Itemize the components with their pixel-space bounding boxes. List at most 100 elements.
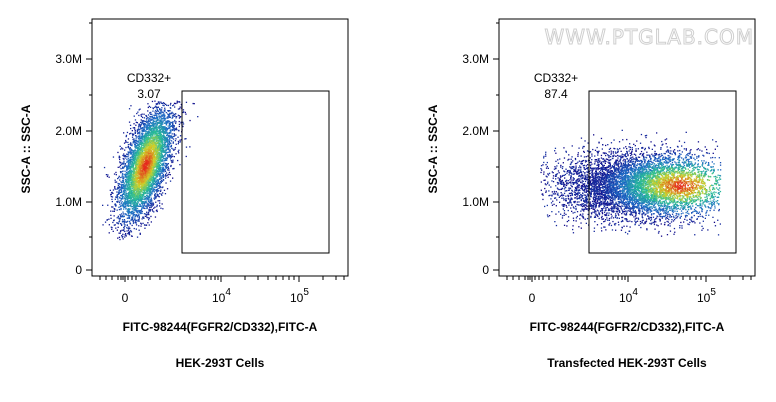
event-dot <box>139 190 141 192</box>
event-dot <box>153 124 155 126</box>
event-dot <box>148 185 151 187</box>
event-dot <box>127 200 130 202</box>
event-dot <box>169 138 171 140</box>
event-dot <box>127 172 129 174</box>
event-dot <box>136 210 138 212</box>
event-dot <box>162 186 164 188</box>
event-dot <box>156 125 158 127</box>
event-dot <box>139 192 141 194</box>
event-dot <box>119 145 121 147</box>
event-dot <box>146 206 148 208</box>
event-dot <box>136 193 139 195</box>
event-dot <box>168 147 170 149</box>
event-dot <box>126 166 128 168</box>
event-dot <box>122 180 125 182</box>
event-dot <box>144 143 146 145</box>
event-dot <box>155 151 158 153</box>
event-dot <box>131 206 134 208</box>
event-dot <box>162 145 164 147</box>
event-dot <box>129 148 131 150</box>
event-dot <box>159 184 161 186</box>
event-dot <box>162 155 165 157</box>
event-dot <box>148 119 150 121</box>
event-dot <box>119 183 121 186</box>
event-dot <box>173 149 175 151</box>
event-dot <box>155 161 157 163</box>
event-dot <box>138 193 140 196</box>
event-dot <box>124 202 126 205</box>
event-dot <box>116 191 118 193</box>
event-dot <box>158 103 161 105</box>
event-dot <box>133 138 135 140</box>
event-dot <box>139 210 141 212</box>
event-dot <box>164 143 166 145</box>
event-dot <box>153 172 155 175</box>
event-dot <box>136 158 138 160</box>
event-dot <box>125 235 127 237</box>
event-dot <box>153 191 155 193</box>
event-dot <box>151 184 154 187</box>
event-dot <box>147 197 150 199</box>
event-dot <box>152 147 155 149</box>
event-dot <box>131 216 133 219</box>
event-dot <box>135 150 137 152</box>
event-dot <box>142 124 145 126</box>
event-dot <box>168 156 170 158</box>
event-dot <box>114 208 116 210</box>
event-dot <box>127 233 129 235</box>
event-dot <box>151 166 153 168</box>
event-dot <box>129 150 131 152</box>
event-dot <box>149 140 151 142</box>
event-dot <box>139 153 141 155</box>
event-dot <box>124 157 126 159</box>
event-dot <box>117 198 119 200</box>
event-dot <box>132 187 134 189</box>
event-dot <box>117 196 119 198</box>
event-dot <box>153 118 155 120</box>
event-dot <box>138 147 140 149</box>
event-dot <box>133 150 136 152</box>
event-dot <box>156 167 158 169</box>
event-dot <box>122 205 125 208</box>
event-dot <box>154 216 157 218</box>
event-dot <box>153 186 156 188</box>
event-dot <box>163 118 165 120</box>
event-dot <box>136 167 138 169</box>
event-dot <box>142 139 144 141</box>
event-dot <box>137 159 139 161</box>
event-dot <box>162 176 165 178</box>
event-dot <box>139 143 141 146</box>
event-dot <box>133 196 135 198</box>
event-dot <box>127 138 130 140</box>
event-dot <box>122 167 124 169</box>
event-dot <box>160 127 162 129</box>
event-dot <box>154 112 156 115</box>
event-dot <box>176 116 178 118</box>
event-dot <box>139 184 141 186</box>
event-dot <box>126 195 128 197</box>
event-dot <box>154 179 156 181</box>
event-dot <box>162 123 164 125</box>
event-dot <box>136 207 139 210</box>
event-dot <box>158 190 160 192</box>
event-dot <box>164 128 167 131</box>
event-dot <box>119 218 121 220</box>
event-dot <box>133 190 136 192</box>
event-dot <box>114 188 116 190</box>
event-dot <box>139 129 141 131</box>
event-dot <box>138 215 140 217</box>
event-dot <box>164 119 166 121</box>
event-dot <box>156 132 158 134</box>
event-dot <box>164 110 166 113</box>
event-dot <box>156 111 158 113</box>
event-dot <box>130 210 133 213</box>
event-dot <box>131 201 133 203</box>
event-dot <box>134 215 136 217</box>
event-dot <box>141 191 143 193</box>
event-dot <box>158 166 161 168</box>
event-dot <box>139 143 141 145</box>
event-dot <box>120 181 122 183</box>
event-dot <box>161 175 164 177</box>
event-dot <box>122 205 124 207</box>
event-dot <box>146 181 148 184</box>
